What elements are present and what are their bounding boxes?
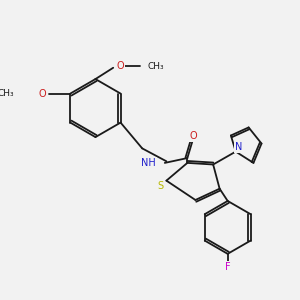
Text: O: O (116, 61, 124, 71)
Text: O: O (38, 88, 46, 99)
Text: N: N (235, 142, 243, 152)
Text: NH: NH (141, 158, 156, 168)
Text: CH₃: CH₃ (0, 89, 14, 98)
Text: S: S (157, 182, 163, 191)
Text: F: F (225, 262, 230, 272)
Text: CH₃: CH₃ (147, 62, 164, 71)
Text: O: O (190, 131, 198, 141)
